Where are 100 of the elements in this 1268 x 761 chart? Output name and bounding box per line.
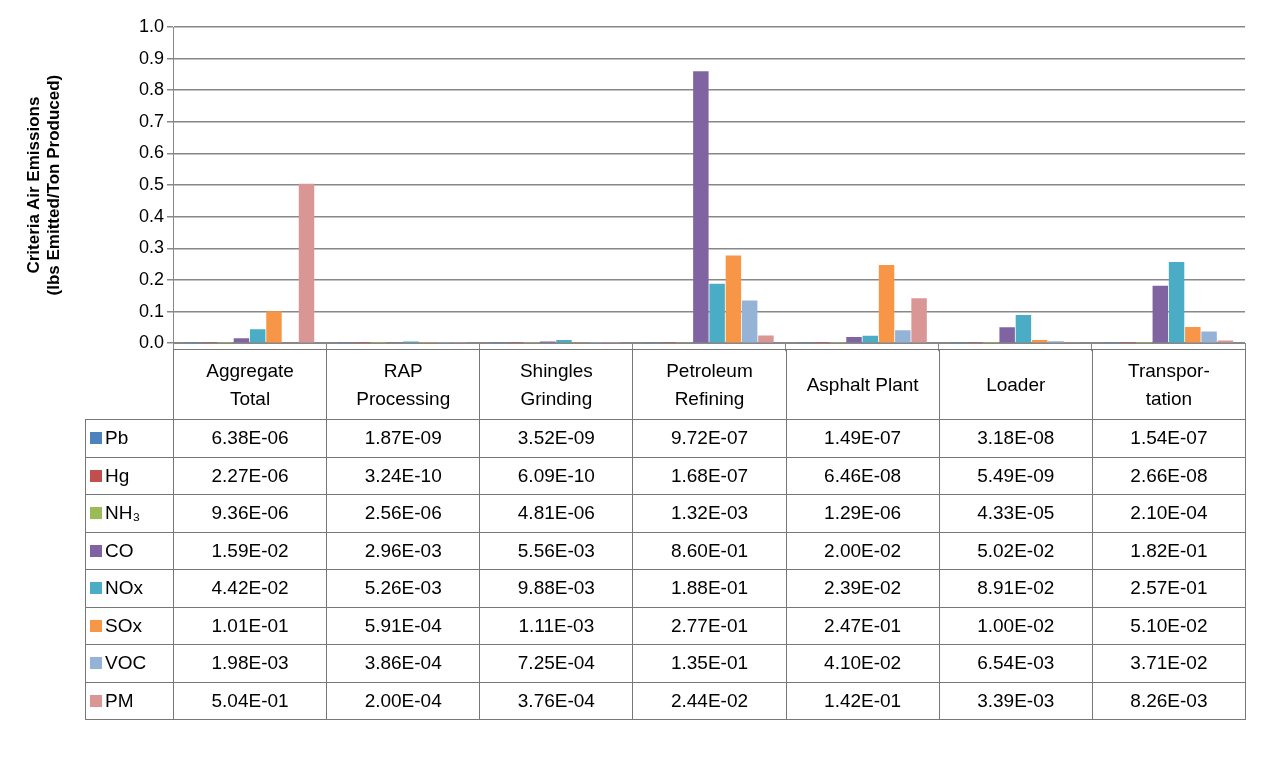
data-label: 6.38E-06 xyxy=(173,419,327,457)
bar xyxy=(741,300,758,343)
data-label: 5.04E-01 xyxy=(173,682,327,720)
y-tick-label: 0.6 xyxy=(138,142,164,163)
data-label: 2.39E-02 xyxy=(786,569,940,607)
data-label: 2.00E-02 xyxy=(786,532,940,570)
data-label: 1.54E-07 xyxy=(1092,419,1246,457)
legend-label: SOx xyxy=(105,614,142,636)
data-label: 1.01E-01 xyxy=(173,607,327,645)
x-tick-label: Asphalt Plant xyxy=(806,372,919,397)
data-label: 3.52E-09 xyxy=(479,419,633,457)
data-label: 9.72E-07 xyxy=(632,419,787,457)
bar xyxy=(298,183,315,343)
bar xyxy=(249,329,266,343)
legend-label: NOx xyxy=(105,577,143,599)
bar xyxy=(911,298,927,343)
data-label: 3.18E-08 xyxy=(939,419,1093,457)
data-label: 3.86E-04 xyxy=(326,644,480,682)
legend-label: Pb xyxy=(105,427,129,449)
x-tick-label: RAP Processing xyxy=(355,358,452,411)
data-label: 1.59E-02 xyxy=(173,532,327,570)
data-label: 3.71E-02 xyxy=(1092,644,1246,682)
x-tick-label: Loader xyxy=(985,372,1047,397)
y-axis-title: Criteria Air Emissions (lbs Emitted/Ton Produced) xyxy=(23,74,64,296)
data-label: 4.81E-06 xyxy=(479,494,633,532)
bar xyxy=(725,255,742,343)
data-label: 2.47E-01 xyxy=(786,607,940,645)
bar xyxy=(1168,261,1185,343)
y-tick-label: 0.5 xyxy=(138,174,164,195)
bar xyxy=(266,311,282,343)
bar xyxy=(693,71,709,343)
data-label: 2.00E-04 xyxy=(326,682,480,720)
data-label: 6.46E-08 xyxy=(786,457,940,495)
data-label: 4.42E-02 xyxy=(173,569,327,607)
data-label: 3.24E-10 xyxy=(326,457,480,495)
data-label: 1.87E-09 xyxy=(326,419,480,457)
legend-label: PM xyxy=(105,689,134,711)
x-tick-label: Transpor-tation xyxy=(1127,358,1211,411)
y-tick-label: 0.2 xyxy=(138,268,164,289)
data-label: 2.56E-06 xyxy=(326,494,480,532)
y-tick-label: 0.0 xyxy=(138,332,164,353)
legend-label: Hg xyxy=(105,464,130,486)
bar xyxy=(233,338,250,343)
data-label: 9.36E-06 xyxy=(173,494,327,532)
data-label: 2.96E-03 xyxy=(326,532,480,570)
data-label: 5.10E-02 xyxy=(1092,607,1246,645)
data-label: 5.91E-04 xyxy=(326,607,480,645)
data-label: 5.49E-09 xyxy=(939,457,1093,495)
data-label: 1.29E-06 xyxy=(786,494,940,532)
data-label: 2.10E-04 xyxy=(1092,494,1246,532)
data-label: 5.02E-02 xyxy=(939,532,1093,570)
data-label: 8.60E-01 xyxy=(632,532,787,570)
data-label: 6.54E-03 xyxy=(939,644,1093,682)
data-label: 5.56E-03 xyxy=(479,532,633,570)
data-label: 1.35E-01 xyxy=(632,644,787,682)
y-tick-label: 0.8 xyxy=(138,79,164,100)
data-label: 5.26E-03 xyxy=(326,569,480,607)
bar xyxy=(878,265,895,343)
bar xyxy=(1185,327,1201,343)
legend-label: NH₃ xyxy=(105,502,141,524)
y-tick-label: 0.4 xyxy=(138,205,164,226)
data-label: 8.91E-02 xyxy=(939,569,1093,607)
x-tick-label: Aggregate Total xyxy=(205,358,295,411)
data-label: 1.82E-01 xyxy=(1092,532,1246,570)
x-tick-label: Petroleum Refining xyxy=(665,358,754,411)
data-label: 3.39E-03 xyxy=(939,682,1093,720)
data-label: 2.27E-06 xyxy=(173,457,327,495)
data-label: 1.32E-03 xyxy=(632,494,787,532)
data-label: 2.57E-01 xyxy=(1092,569,1246,607)
data-label: 1.68E-07 xyxy=(632,457,787,495)
data-label: 1.88E-01 xyxy=(632,569,787,607)
bar xyxy=(758,335,774,343)
data-label: 1.00E-02 xyxy=(939,607,1093,645)
x-tick-label: Shingles Grinding xyxy=(518,358,594,411)
bar xyxy=(1201,331,1217,343)
bar xyxy=(709,283,725,343)
y-tick-label: 0.1 xyxy=(138,300,164,321)
data-label: 6.09E-10 xyxy=(479,457,633,495)
y-tick-label: 0.9 xyxy=(138,47,164,68)
bar xyxy=(1152,285,1169,343)
data-label: 4.10E-02 xyxy=(786,644,940,682)
bar xyxy=(846,336,862,343)
data-label: 8.26E-03 xyxy=(1092,682,1246,720)
data-label: 2.77E-01 xyxy=(632,607,787,645)
bar xyxy=(895,330,911,343)
data-label: 1.42E-01 xyxy=(786,682,940,720)
bar xyxy=(999,327,1015,343)
y-tick-label: 0.3 xyxy=(138,237,164,258)
data-label: 3.76E-04 xyxy=(479,682,633,720)
data-label: 9.88E-03 xyxy=(479,569,633,607)
data-label: 1.98E-03 xyxy=(173,644,327,682)
data-label: 1.49E-07 xyxy=(786,419,940,457)
y-tick-label: 1.0 xyxy=(138,15,164,36)
y-tick-label: 0.7 xyxy=(138,110,164,131)
legend-label: VOC xyxy=(105,652,147,674)
data-label: 7.25E-04 xyxy=(479,644,633,682)
data-label: 2.66E-08 xyxy=(1092,457,1246,495)
data-label: 4.33E-05 xyxy=(939,494,1093,532)
data-label: 2.44E-02 xyxy=(632,682,787,720)
data-label: 1.11E-03 xyxy=(479,607,633,645)
